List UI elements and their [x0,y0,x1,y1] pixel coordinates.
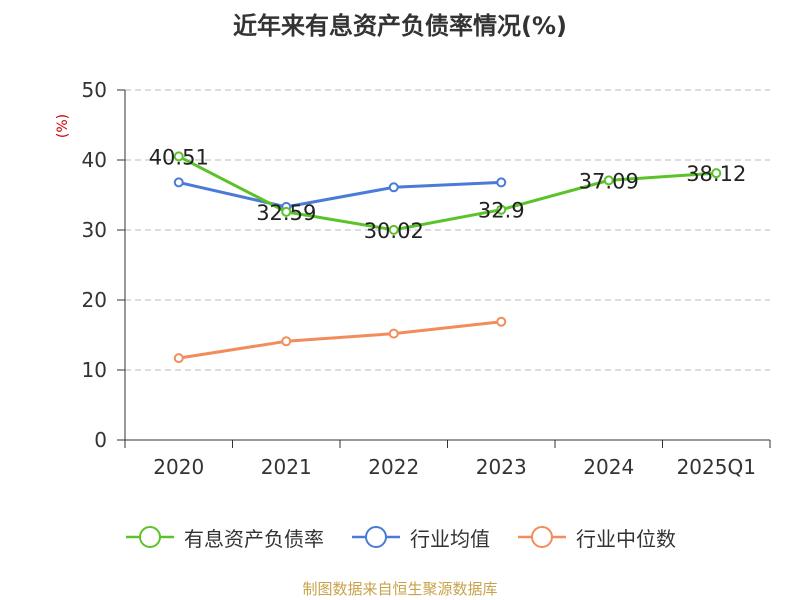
data-point [603,175,614,186]
x-tick-label: 2022 [368,455,419,479]
legend-marker-icon [126,526,174,548]
data-label: 32.59 [256,201,316,225]
data-label: 37.09 [579,169,639,193]
y-tick-label: 30 [82,218,107,242]
legend-item[interactable]: 行业均值 [350,523,490,552]
y-axis-label: (%) [55,114,71,138]
series-line [178,155,717,232]
y-tick-label: 0 [94,428,107,452]
y-tick-label: 50 [82,78,107,102]
chart-title: 近年来有息资产负债率情况(%) [233,12,567,40]
y-tick-label: 10 [82,358,107,382]
y-tick-label: 40 [82,148,107,172]
legend-label: 行业中位数 [576,526,676,551]
data-point [173,177,184,188]
y-tick-label: 20 [82,288,107,312]
data-label: 38.12 [686,162,746,186]
data-point [388,182,399,193]
data-point [388,224,399,235]
data-point [281,206,292,217]
legend-marker-icon [518,526,566,548]
legend-label: 有息资产负债率 [184,526,324,551]
data-point [388,328,399,339]
data-point [496,204,507,215]
legend-marker-circle [531,526,553,548]
legend-marker-circle [139,526,161,548]
data-label: 30.02 [364,219,424,243]
x-tick-label: 2020 [153,455,204,479]
data-point [496,316,507,327]
legend-item[interactable]: 行业中位数 [516,523,676,552]
legend-item[interactable]: 有息资产负债率 [124,523,324,552]
series-line [178,320,502,360]
data-point [496,177,507,188]
data-label: 32.9 [478,199,525,223]
chart-legend: 有息资产负债率 行业均值 行业中位数 [0,519,800,555]
series-line [178,180,502,209]
data-point [711,168,722,179]
data-point [173,353,184,364]
legend-marker-icon [352,526,400,548]
x-tick-label: 2023 [476,455,527,479]
data-point [173,151,184,162]
data-source-note: 制图数据来自恒生聚源数据库 [302,580,498,598]
data-point [281,336,292,347]
legend-marker-circle [365,526,387,548]
x-tick-label: 2025Q1 [677,455,756,479]
x-tick-label: 2024 [583,455,634,479]
x-tick-label: 2021 [261,455,312,479]
legend-label: 行业均值 [410,526,490,551]
data-label: 40.51 [149,145,209,169]
